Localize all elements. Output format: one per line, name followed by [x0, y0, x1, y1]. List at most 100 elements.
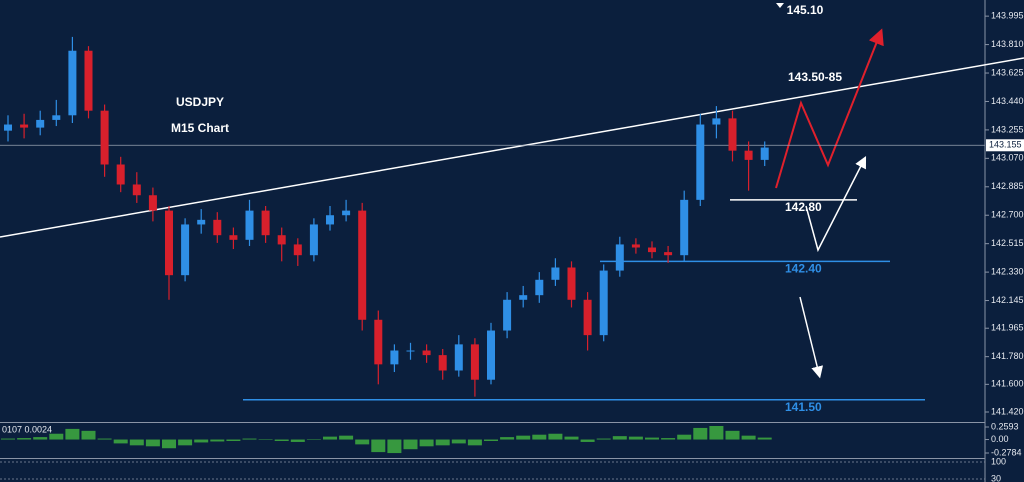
y-tick-label: 141.420 [991, 406, 1024, 416]
candle-body [567, 267, 576, 300]
candle-body [728, 118, 737, 151]
candle-body [406, 350, 415, 352]
level-label: 142.40 [785, 262, 822, 276]
resistance-label: 143.50-85 [788, 70, 842, 84]
histogram-bar [757, 437, 772, 440]
scenario-arrow [799, 296, 824, 379]
candle-body [52, 115, 61, 120]
histogram-bar [339, 435, 354, 440]
candle-body [422, 350, 431, 356]
candle-body [599, 270, 608, 336]
candle-body [535, 279, 544, 296]
histogram-bar [387, 439, 402, 454]
candle-body [100, 110, 109, 165]
histogram-bar [210, 439, 225, 442]
y-tick-label: 142.330 [991, 266, 1024, 276]
candle-body [68, 50, 77, 116]
candle-body [680, 199, 689, 256]
candle-body [487, 330, 495, 380]
timeframe-label: M15 Chart [171, 121, 229, 135]
y-tick-label: 143.810 [991, 39, 1024, 49]
histogram-bar [1, 438, 15, 440]
histogram-bar [612, 436, 627, 440]
histogram-bar [435, 439, 450, 446]
histogram-bar [355, 439, 370, 445]
current-price-box [986, 139, 1024, 152]
candle-body [20, 124, 29, 128]
candle-body [438, 355, 447, 371]
candle-body [342, 210, 351, 216]
candle-body [148, 195, 157, 211]
candle-body [116, 164, 125, 185]
histogram-bar [628, 436, 643, 440]
oscillator-header: 0107 0.0024 [2, 424, 52, 434]
y-tick-label: 143.995 [991, 11, 1024, 21]
y-tick-label: 143.440 [991, 96, 1024, 106]
histogram-bar [194, 439, 209, 443]
histogram-bar [709, 425, 724, 440]
candle-body [648, 247, 656, 253]
histogram-bar [323, 436, 337, 440]
candle-body [197, 219, 206, 225]
candle-body [181, 224, 190, 276]
y-tick-label: 100 [991, 456, 1006, 466]
candle-body [358, 210, 367, 320]
scenario-arrow [805, 155, 867, 253]
histogram-bar [725, 430, 740, 440]
candle-body [293, 244, 302, 256]
histogram-bar [33, 437, 48, 440]
candle-body [696, 124, 705, 200]
candle-body [309, 224, 318, 256]
y-tick-label: 143.255 [991, 124, 1024, 134]
histogram-bar [49, 433, 64, 440]
candle-body [84, 50, 93, 111]
candle-body [760, 147, 769, 160]
level-label: 141.50 [785, 400, 822, 414]
histogram-bar [129, 439, 144, 446]
candle-body [712, 118, 721, 125]
histogram-bar [661, 438, 676, 440]
candle-body [326, 215, 334, 225]
target-marker [776, 3, 784, 8]
candle-body [615, 244, 624, 271]
candle-body [551, 267, 560, 280]
histogram-bar [693, 427, 708, 440]
candle-body [744, 150, 753, 160]
candle-body [374, 319, 383, 365]
y-tick-label: 141.965 [991, 323, 1024, 333]
trendline [0, 57, 1024, 238]
histogram-bar [65, 428, 80, 440]
histogram-bar [258, 439, 273, 440]
histogram-bar [677, 434, 692, 440]
y-tick-label: 142.885 [991, 181, 1024, 191]
histogram-bar [484, 439, 498, 441]
histogram-bar [500, 437, 515, 440]
histogram-bar [532, 434, 547, 440]
histogram-bar [645, 437, 659, 440]
histogram-bar [290, 439, 305, 442]
histogram-bar [274, 439, 289, 441]
histogram-bar [548, 433, 563, 440]
candle-body [277, 235, 286, 245]
histogram-bar [242, 438, 257, 440]
candle-body [213, 219, 222, 236]
y-tick-label: 0.2593 [991, 421, 1019, 431]
y-tick-label: 141.600 [991, 379, 1024, 389]
y-tick-label: 142.515 [991, 238, 1024, 248]
y-tick-label: 143.625 [991, 67, 1024, 77]
histogram-bar [741, 435, 756, 440]
histogram-bar [451, 439, 466, 444]
candle-body [261, 210, 270, 236]
histogram-bar [17, 438, 32, 440]
y-tick-label: 30 [991, 473, 1001, 482]
candle-body [454, 344, 463, 371]
y-tick-label: 142.145 [991, 295, 1024, 305]
histogram-bar [226, 439, 241, 441]
histogram-bar [580, 439, 595, 442]
candle-body [36, 119, 45, 128]
histogram-bar [306, 439, 321, 440]
symbol-label: USDJPY [176, 95, 224, 109]
candle-body [390, 350, 399, 365]
